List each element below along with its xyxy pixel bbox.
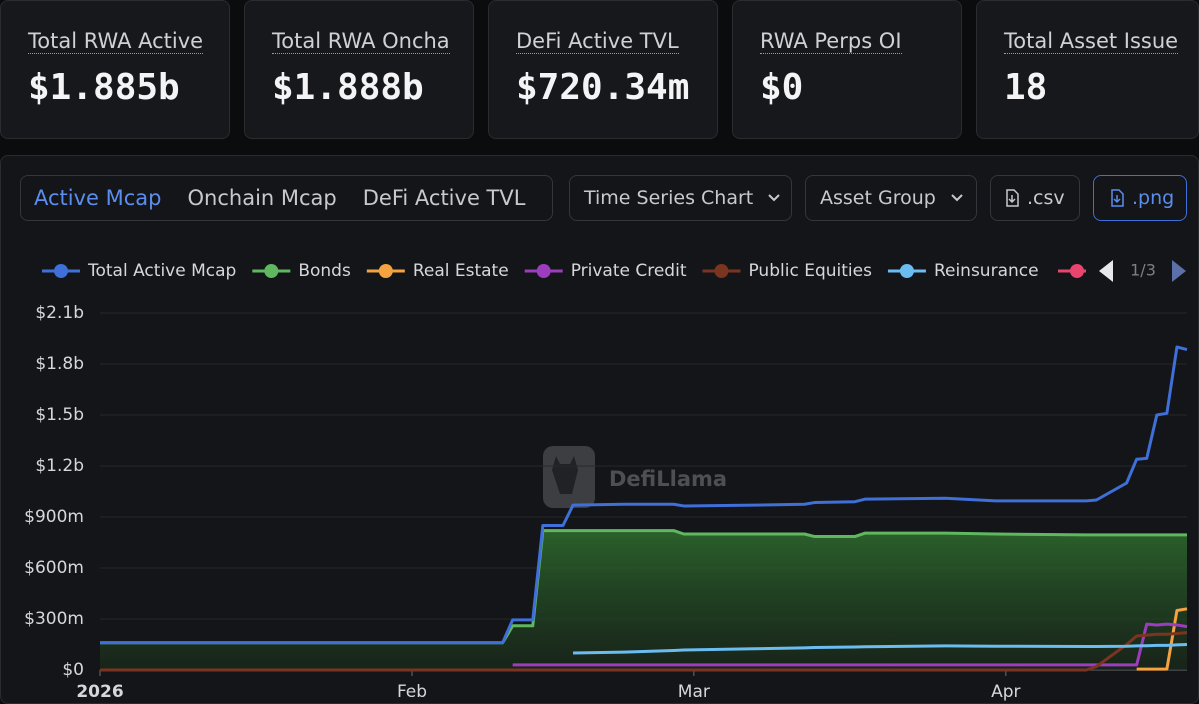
legend-marker	[264, 264, 279, 278]
download-icon	[1111, 189, 1124, 207]
stat-card: RWA Perps OI $0	[732, 0, 962, 139]
legend-label: Real Estate	[413, 261, 509, 281]
stat-label: DeFi Active TVL	[516, 29, 679, 54]
stat-value: $720.34m	[516, 67, 690, 108]
legend-fade	[1086, 256, 1096, 286]
legend-marker	[54, 264, 68, 278]
y-tick-label: $1.5b	[35, 405, 84, 425]
legend-marker	[714, 264, 729, 278]
y-tick-label: $2.1b	[35, 303, 84, 323]
stat-card: DeFi Active TVL $720.34m	[488, 0, 718, 139]
legend-label: Public Equities	[748, 261, 872, 281]
legend-marker	[1070, 264, 1084, 278]
y-tick-label: $300m	[24, 609, 84, 629]
series-area	[100, 530, 1187, 670]
legend-label: Total Active Mcap	[87, 261, 236, 281]
stat-label: RWA Perps OI	[760, 29, 902, 54]
series-line	[1136, 607, 1188, 671]
tab[interactable]: DeFi Active TVL	[362, 186, 526, 210]
y-tick-label: $600m	[24, 558, 84, 578]
chart: DefiLlama $0 $300m $600m $900m $1.2b $1.5b $1.…	[24, 256, 1188, 702]
legend-label: Reinsurance	[934, 261, 1039, 281]
series-line	[573, 643, 1188, 655]
chart-type-select[interactable]: Time Series Chart	[569, 175, 792, 221]
select-label: Time Series Chart	[584, 187, 754, 209]
download-icon	[1006, 189, 1019, 207]
y-tick-label: $900m	[24, 507, 84, 527]
y-tick-label: $1.8b	[35, 354, 84, 374]
legend-label: Private Credit	[571, 261, 687, 281]
legend-page: 1/3	[1130, 261, 1156, 280]
tab[interactable]: Onchain Mcap	[187, 186, 337, 210]
stat-value: 18	[1004, 67, 1048, 108]
x-tick-label: Apr	[991, 682, 1020, 702]
y-tick-label: $0	[62, 660, 84, 680]
series-line	[100, 631, 1188, 672]
group-select[interactable]: Asset Group	[805, 175, 977, 221]
series-line	[100, 529, 1187, 645]
watermark-text: DefiLlama	[609, 467, 727, 491]
legend-item[interactable]: Total Active Mcap	[42, 261, 236, 281]
x-tick-label: 2026	[76, 682, 123, 702]
stat-card: Total RWA Active $1.885b	[0, 0, 230, 139]
legend-item[interactable]: Real Estate	[366, 261, 509, 281]
png-button[interactable]: .png	[1093, 175, 1187, 221]
chevron	[951, 194, 963, 202]
tab-group: Active Mcap Onchain Mcap DeFi Active TVL	[20, 175, 553, 221]
chevron	[768, 194, 780, 202]
series-line	[512, 622, 1188, 667]
button-label: .png	[1132, 187, 1175, 209]
button-label: .csv	[1027, 187, 1065, 209]
x-tick-label: Mar	[678, 682, 710, 702]
csv-button[interactable]: .csv	[990, 175, 1080, 221]
legend-next[interactable]	[1172, 260, 1186, 282]
legend-item[interactable]: Reinsurance	[887, 261, 1039, 281]
stat-value: $1.888b	[272, 67, 424, 108]
stat-label: Total RWA Active	[28, 29, 204, 54]
legend-marker	[378, 264, 393, 278]
watermark: DefiLlama	[543, 446, 727, 508]
x-tick-label: Feb	[397, 682, 427, 702]
legend-label: Bonds	[298, 261, 351, 281]
legend-marker	[899, 264, 914, 278]
legend-item[interactable]: Bonds	[252, 261, 351, 281]
series-line	[100, 345, 1188, 645]
select-label: Asset Group	[820, 187, 936, 209]
legend-item[interactable]: Public Equities	[702, 261, 872, 281]
tab[interactable]: Active Mcap	[34, 186, 162, 210]
stat-label: Total RWA Oncha	[272, 29, 450, 54]
stat-value: $0	[760, 67, 804, 108]
legend-prev[interactable]	[1099, 260, 1113, 282]
stat-card: Total RWA Oncha $1.888b	[244, 0, 474, 139]
legend-item[interactable]: Private Credit	[524, 261, 687, 281]
legend-marker	[536, 264, 551, 278]
stat-label: Total Asset Issue	[1004, 29, 1179, 54]
stat-value: $1.885b	[28, 67, 180, 108]
y-tick-label: $1.2b	[35, 456, 84, 476]
stat-card: Total Asset Issue 18	[976, 0, 1199, 139]
